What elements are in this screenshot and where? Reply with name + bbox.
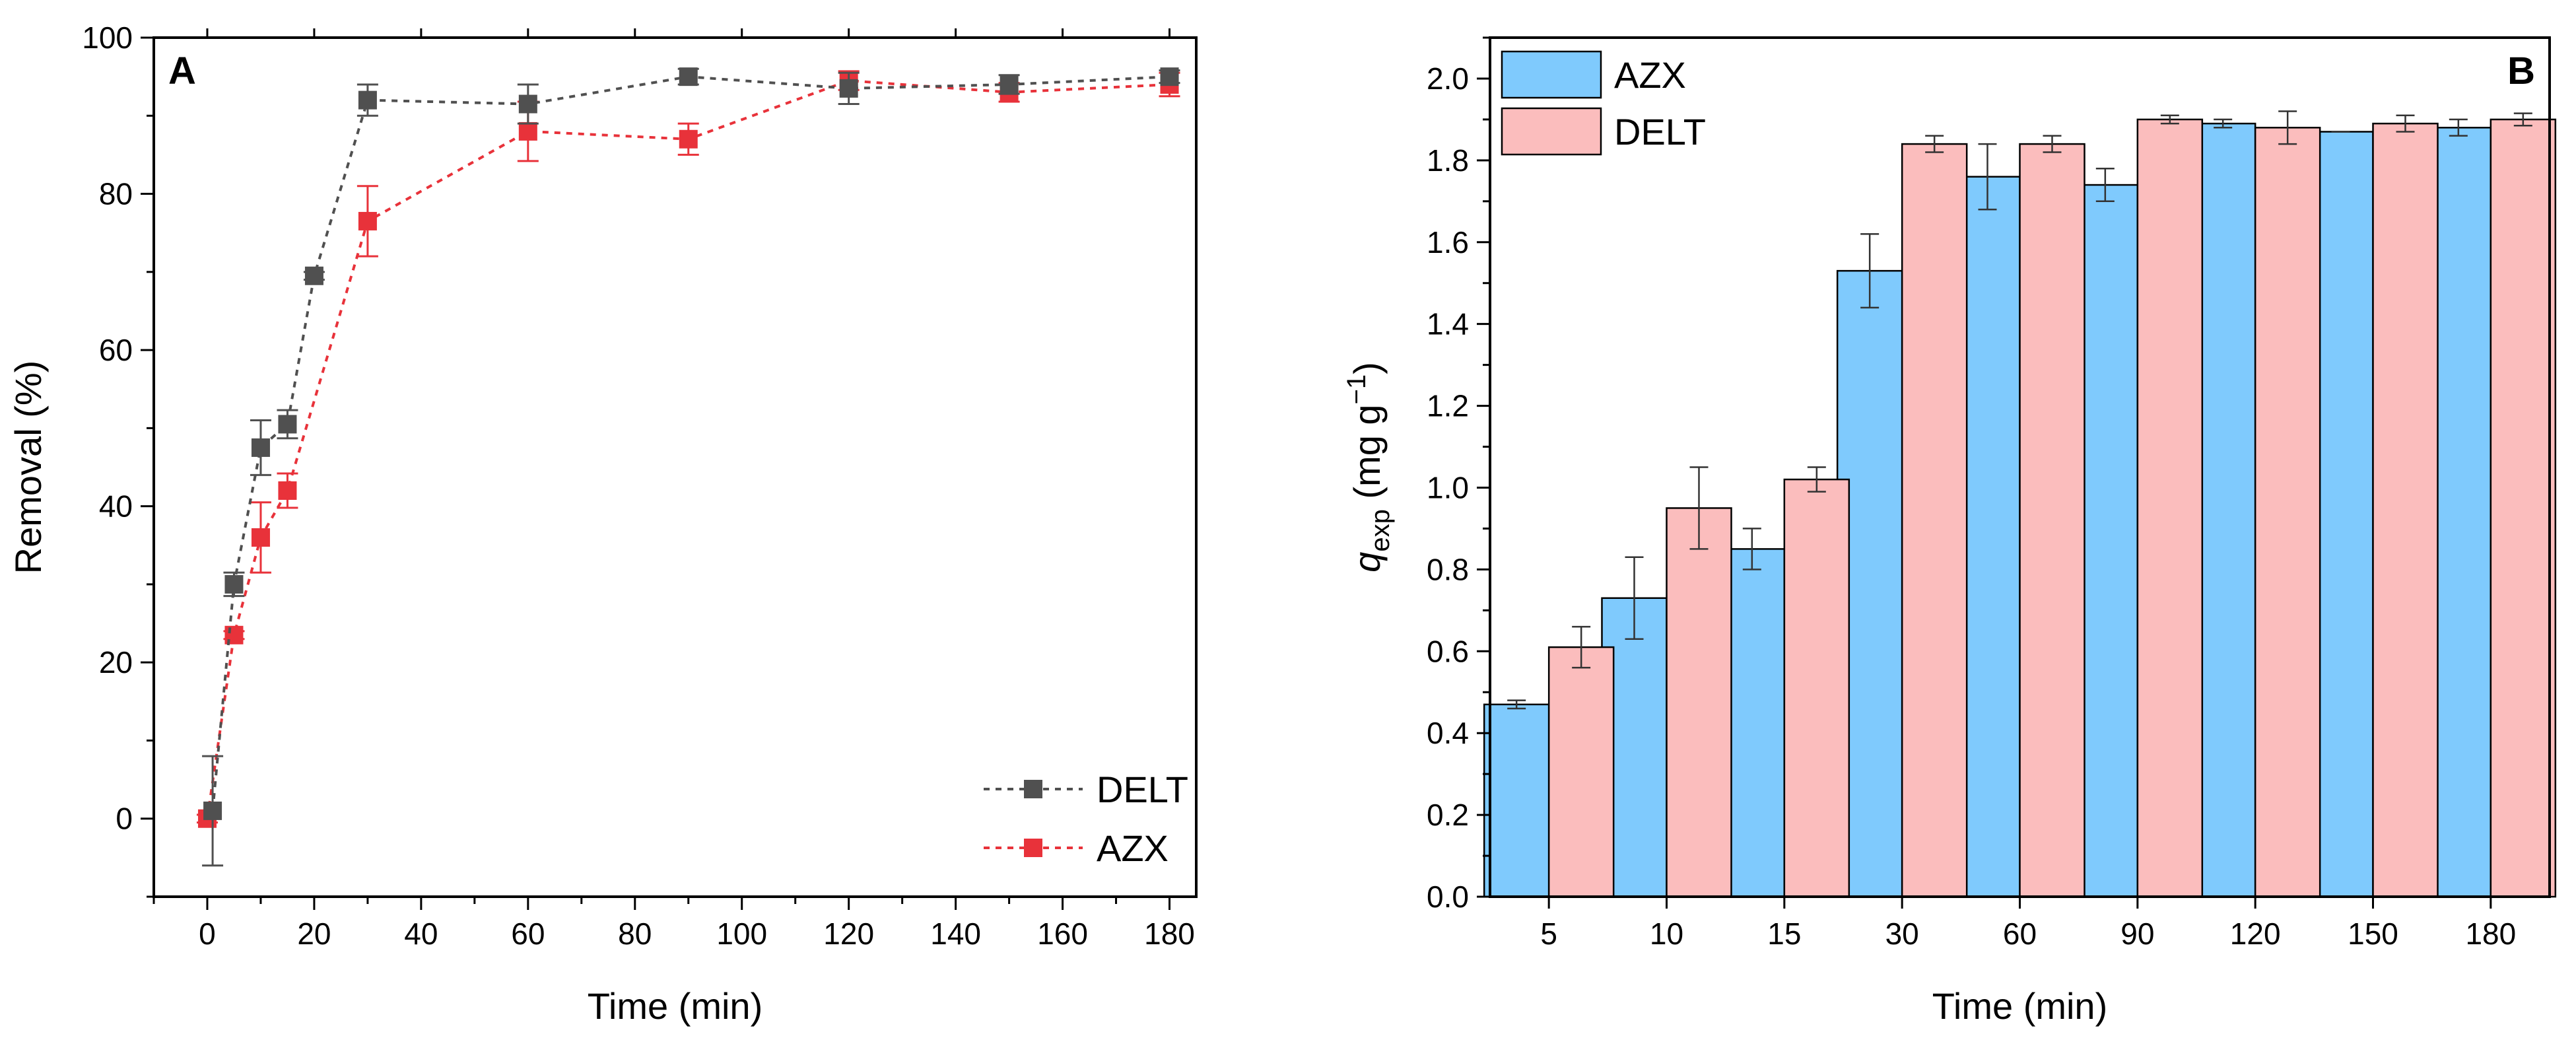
data-point <box>839 79 858 98</box>
legend-label-azx: AZX <box>1614 54 1686 96</box>
y-tick-label: 1.0 <box>1427 470 1469 504</box>
data-point <box>518 121 537 141</box>
series-delt <box>202 67 1180 867</box>
bars-delt <box>1547 118 2557 898</box>
data-point <box>679 129 698 149</box>
y-tick-label: 0.6 <box>1427 634 1469 668</box>
panel-label-b: B <box>2507 50 2535 92</box>
data-point <box>251 438 270 457</box>
y-tick-label: 0.0 <box>1427 880 1469 914</box>
legend-label-delt: DELT <box>1614 111 1706 153</box>
data-point <box>358 90 377 110</box>
legend-a: DELT AZX <box>984 769 1188 869</box>
y-tick-label: 0.8 <box>1427 552 1469 586</box>
data-point <box>278 481 297 500</box>
y-tick-label: 0.4 <box>1427 716 1469 750</box>
data-point <box>278 415 297 434</box>
data-point <box>518 94 537 114</box>
errors-azx <box>1507 118 2468 710</box>
errors-delt <box>1572 110 2532 669</box>
bar <box>1783 478 1850 898</box>
x-tick-label: 180 <box>1144 917 1195 951</box>
x-tick-label: 15 <box>1767 917 1801 951</box>
y-tick-label: 80 <box>99 177 133 211</box>
bar <box>2019 143 2085 898</box>
panel-b: 5 10 15 30 60 90 120 150 180 0.0 0.2 0.4 0.6 0.8 1.0 1.… <box>1342 36 2557 1027</box>
y-tick-label: 0.2 <box>1427 798 1469 832</box>
x-tick-label: 90 <box>2120 917 2154 951</box>
x-axis-label: Time (min) <box>588 985 763 1027</box>
y-tick-label: 40 <box>99 489 133 524</box>
legend-b: AZX DELT <box>1501 50 1706 156</box>
bar <box>1483 703 1550 898</box>
data-point <box>1000 75 1019 94</box>
legend-label-azx: AZX <box>1097 827 1169 869</box>
legend-label-delt: DELT <box>1097 769 1188 810</box>
data-point <box>224 574 244 594</box>
y-tick-label: 2.0 <box>1427 61 1469 96</box>
bar <box>2490 118 2557 898</box>
data-point <box>251 528 270 547</box>
x-tick-label: 160 <box>1037 917 1088 951</box>
y-tick-label: 1.2 <box>1427 389 1469 423</box>
x-axis-label: Time (min) <box>1932 985 2107 1027</box>
x-tick-label: 150 <box>2348 917 2398 951</box>
x-tick-label: 140 <box>930 917 981 951</box>
legend-swatch <box>1501 107 1602 156</box>
y-tick-label: 1.4 <box>1427 307 1469 341</box>
data-point <box>304 266 323 285</box>
data-point <box>203 801 222 820</box>
series-azx <box>196 70 1180 828</box>
x-tick-label: 120 <box>823 917 874 951</box>
bar <box>1901 143 1968 898</box>
x-tick-label: 20 <box>297 917 331 951</box>
x-tick-label: 30 <box>1885 917 1919 951</box>
data-point <box>1160 67 1179 87</box>
data-point <box>358 211 377 230</box>
bar <box>2254 127 2321 898</box>
legend-marker <box>1024 780 1042 798</box>
bar <box>1666 507 1732 898</box>
x-tick-label: 10 <box>1650 917 1683 951</box>
bar <box>2136 118 2204 898</box>
bars-azx <box>1483 122 2492 898</box>
y-tick-label: 0 <box>116 802 133 836</box>
bar <box>2372 122 2439 898</box>
y-tick-label: 20 <box>99 645 133 679</box>
legend-marker <box>1024 839 1042 857</box>
x-tick-label: 60 <box>511 917 545 951</box>
y-axis-label: qexp (mg g−1) <box>1342 362 1395 572</box>
x-tick-label: 40 <box>404 917 438 951</box>
x-tick-label: 80 <box>618 917 652 951</box>
y-tick-label: 1.8 <box>1427 143 1469 178</box>
y-tick-label: 1.6 <box>1427 225 1469 260</box>
line-delt <box>211 75 1170 812</box>
x-tick-label: 180 <box>2465 917 2516 951</box>
x-tick-label: 100 <box>716 917 767 951</box>
y-axis-label: Removal (%) <box>7 361 49 574</box>
data-point <box>679 67 698 87</box>
panel-a-frame <box>153 36 1198 898</box>
line-azx <box>205 79 1170 819</box>
legend-swatch <box>1501 50 1602 99</box>
x-tick-label: 5 <box>1540 917 1557 951</box>
panel-label-a: A <box>168 50 196 92</box>
x-tick-label: 60 <box>2003 917 2037 951</box>
panel-a: 0 20 40 60 80 100 120 140 160 180 0 20 40 60 80 100 Time… <box>7 20 1198 1027</box>
y-tick-label: 100 <box>82 20 133 55</box>
y-tick-label: 60 <box>99 333 133 367</box>
x-tick-label: 0 <box>199 917 216 951</box>
bar <box>1547 646 1615 898</box>
x-tick-label: 120 <box>2230 917 2281 951</box>
